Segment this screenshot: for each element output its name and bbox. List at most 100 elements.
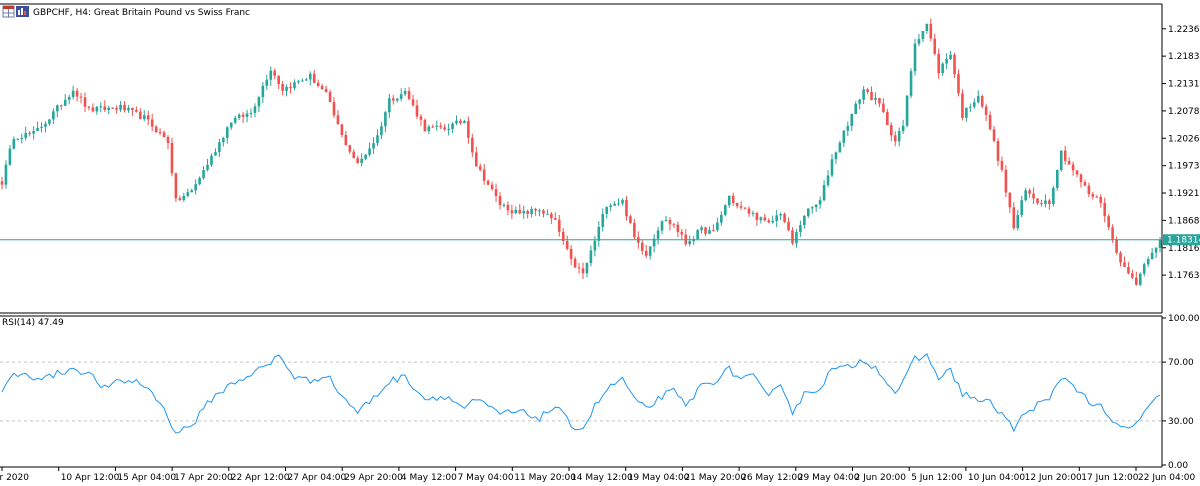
candle-body	[514, 209, 518, 214]
candle-body	[1004, 169, 1008, 193]
candle-body	[142, 115, 146, 120]
time-tick-label: 7 May 04:00	[458, 473, 514, 483]
candle	[352, 149, 356, 159]
candle-body	[257, 97, 261, 107]
candle	[119, 101, 122, 113]
candle-body	[328, 92, 332, 102]
candle	[249, 108, 253, 118]
candle-body	[1075, 170, 1079, 175]
candle-body	[886, 112, 889, 126]
candle	[12, 136, 16, 150]
candle	[48, 119, 51, 126]
candle-body	[332, 101, 336, 116]
candle	[878, 97, 881, 108]
candle-body	[783, 213, 786, 223]
candle-body	[1127, 266, 1130, 274]
candle	[680, 229, 684, 240]
candle	[24, 126, 28, 141]
candle	[44, 121, 47, 133]
current-price-label: 1.18314	[1167, 236, 1200, 246]
candle-body	[605, 207, 609, 214]
candle-body	[340, 124, 344, 135]
candle	[427, 124, 431, 134]
candle-body	[538, 210, 541, 212]
candle	[285, 84, 288, 97]
candle	[779, 212, 782, 221]
candle	[1083, 179, 1087, 187]
candle-body	[502, 204, 506, 206]
candle	[182, 192, 186, 202]
candle	[708, 226, 711, 235]
candle	[917, 34, 921, 47]
candle	[474, 146, 478, 167]
candle-body	[427, 126, 431, 132]
candle-body	[352, 151, 356, 159]
candle-body	[225, 127, 229, 138]
candle	[166, 135, 170, 150]
candle-body	[75, 90, 79, 97]
candle	[862, 86, 865, 104]
candle	[803, 215, 806, 229]
candle-body	[471, 137, 474, 153]
candle	[984, 103, 988, 121]
candle	[123, 101, 126, 113]
candle	[854, 101, 858, 115]
candle	[739, 201, 743, 210]
candle	[1150, 247, 1154, 260]
candle-body	[640, 242, 644, 251]
candle	[202, 166, 205, 180]
candle	[834, 151, 838, 164]
candle-body	[1012, 207, 1016, 229]
time-tick-label: 26 May 12:00	[741, 473, 803, 483]
time-tick-label: 29 Apr 20:00	[344, 473, 403, 483]
candle	[364, 153, 367, 161]
candle-body	[834, 152, 838, 160]
candle	[506, 201, 510, 216]
candle	[597, 221, 601, 247]
candle-body	[854, 103, 858, 115]
candle-body	[526, 210, 529, 215]
candle-body	[467, 121, 470, 138]
candle	[992, 125, 996, 143]
chart-symbol-icon[interactable]	[16, 6, 29, 17]
candle	[237, 113, 241, 121]
candle	[747, 206, 751, 217]
candle-body	[672, 224, 676, 226]
candle	[850, 113, 854, 132]
time-tick-label: 22 Jun 04:00	[1138, 473, 1195, 483]
candle	[71, 85, 75, 100]
candle	[933, 33, 937, 56]
candle	[554, 212, 557, 220]
candle	[589, 245, 593, 267]
candle-body	[996, 140, 1000, 161]
candle	[16, 138, 20, 141]
candle-body	[1146, 258, 1150, 265]
rsi-indicator-label: RSI(14) 47.49	[2, 318, 64, 328]
time-tick-label: 5 Jun 12:00	[911, 473, 963, 483]
window-tile-icon[interactable]	[2, 5, 15, 18]
candle	[431, 124, 435, 129]
candle	[320, 83, 324, 90]
candle-body	[384, 112, 387, 127]
candle	[245, 109, 249, 123]
candle-body	[40, 126, 43, 128]
candle-body	[751, 212, 755, 214]
candle	[945, 53, 948, 69]
candle-body	[901, 125, 905, 132]
candle-body	[237, 114, 241, 118]
candle-body	[866, 89, 869, 92]
candle-body	[478, 166, 482, 170]
candle-body	[561, 231, 565, 241]
candle	[206, 158, 209, 172]
candle-body	[443, 127, 446, 130]
candle	[384, 111, 387, 133]
candle	[557, 214, 561, 237]
candle	[273, 68, 277, 80]
candle	[1040, 199, 1043, 207]
candle-body	[731, 195, 735, 203]
price-axis: 1.22360 1.21835 1.21310 1.20785 1.20260 1.197…	[1162, 25, 1200, 281]
candle	[1067, 157, 1071, 165]
candle-body	[178, 198, 182, 200]
candle	[1016, 209, 1020, 231]
